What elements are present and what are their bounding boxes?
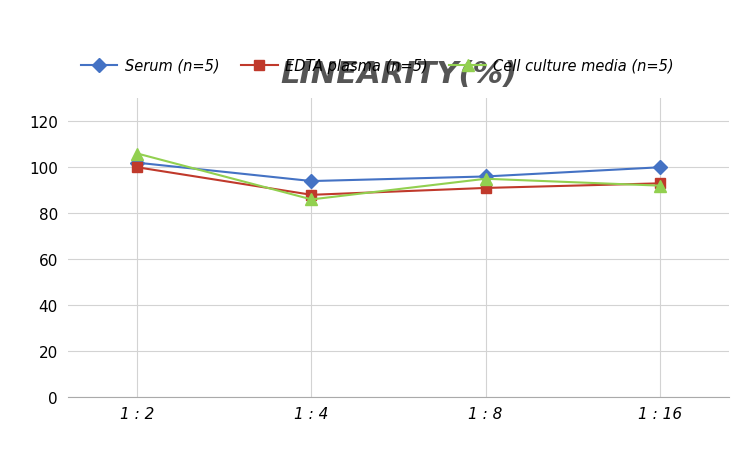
EDTA plasma (n=5): [655, 181, 664, 187]
Legend: Serum (n=5), EDTA plasma (n=5), Cell culture media (n=5): Serum (n=5), EDTA plasma (n=5), Cell cul…: [75, 53, 680, 79]
Title: LINEARITY(%): LINEARITY(%): [280, 60, 517, 88]
Line: EDTA plasma (n=5): EDTA plasma (n=5): [132, 163, 665, 200]
Serum (n=5): [481, 175, 490, 180]
EDTA plasma (n=5): [481, 186, 490, 191]
Line: Cell culture media (n=5): Cell culture media (n=5): [132, 149, 666, 206]
Serum (n=5): [655, 165, 664, 170]
EDTA plasma (n=5): [133, 165, 142, 170]
EDTA plasma (n=5): [307, 193, 316, 198]
Cell culture media (n=5): [133, 152, 142, 157]
Cell culture media (n=5): [655, 184, 664, 189]
Line: Serum (n=5): Serum (n=5): [132, 158, 665, 187]
Serum (n=5): [307, 179, 316, 184]
Cell culture media (n=5): [481, 177, 490, 182]
Serum (n=5): [133, 161, 142, 166]
Cell culture media (n=5): [307, 197, 316, 202]
